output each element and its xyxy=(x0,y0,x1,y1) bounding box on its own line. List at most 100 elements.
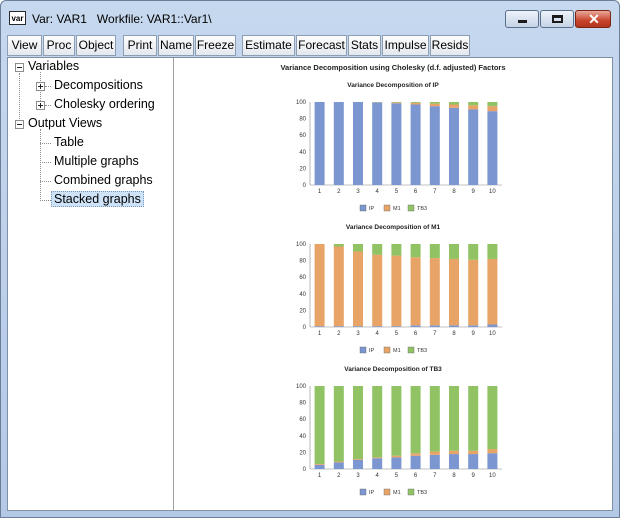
tree-connector xyxy=(40,143,51,144)
legend-label-m1: M1 xyxy=(393,490,401,496)
bar-segment-m1 xyxy=(391,455,402,458)
bar-segment-tb3 xyxy=(333,386,344,462)
tree-connector xyxy=(19,73,20,121)
legend-label-ip: IP xyxy=(369,490,375,496)
x-tick-label: 10 xyxy=(489,473,496,479)
bar-segment-tb3 xyxy=(487,244,498,259)
bar-segment-ip xyxy=(449,454,459,469)
forecast-button[interactable]: Forecast xyxy=(296,35,347,56)
estimate-button[interactable]: Estimate xyxy=(242,35,295,56)
bar-segment-ip xyxy=(468,454,479,469)
bar-segment-m1 xyxy=(468,450,479,455)
x-tick-label: 1 xyxy=(318,473,322,479)
bar-segment-m1 xyxy=(353,251,363,327)
tree-node-table[interactable]: Table xyxy=(54,135,84,149)
bar-segment-ip xyxy=(468,325,479,327)
y-tick-label: 100 xyxy=(296,384,307,390)
x-tick-label: 6 xyxy=(414,189,418,195)
bar-segment-m1 xyxy=(372,254,383,327)
bar-segment-tb3 xyxy=(449,102,459,105)
collapse-icon[interactable] xyxy=(15,120,24,129)
y-tick-label: 80 xyxy=(299,259,306,265)
bar-segment-m1 xyxy=(487,449,498,454)
bar-segment-m1 xyxy=(429,451,440,455)
bar-segment-tb3 xyxy=(333,244,344,247)
legend-swatch-ip xyxy=(359,204,367,212)
x-tick-label: 3 xyxy=(356,189,360,195)
x-tick-label: 4 xyxy=(376,189,380,195)
bar-segment-m1 xyxy=(449,104,459,108)
bar-segment-ip xyxy=(487,111,498,185)
bar-segment-tb3 xyxy=(487,386,498,450)
bar-segment-ip xyxy=(410,325,421,327)
bar-segment-m1 xyxy=(372,457,383,459)
close-button[interactable]: ✕ xyxy=(575,10,611,28)
bar-segment-ip xyxy=(449,107,459,185)
x-tick-label: 10 xyxy=(489,189,496,195)
bar-segment-m1 xyxy=(391,255,402,327)
bar-segment-tb3 xyxy=(391,244,402,256)
x-tick-label: 2 xyxy=(337,331,341,337)
collapse-icon[interactable] xyxy=(15,63,24,72)
y-tick-label: 60 xyxy=(299,275,306,281)
tree-node-decompositions[interactable]: Decompositions xyxy=(54,78,143,92)
tree-node-cholesky-ordering[interactable]: Cholesky ordering xyxy=(54,97,155,111)
bar-segment-tb3 xyxy=(487,102,498,107)
bar-segment-tb3 xyxy=(429,386,440,452)
legend-swatch-m1 xyxy=(383,488,391,496)
x-tick-label: 7 xyxy=(433,331,437,337)
legend-swatch-tb3 xyxy=(407,204,415,212)
freeze-button[interactable]: Freeze xyxy=(195,35,236,56)
bar-segment-m1 xyxy=(449,258,459,326)
view-button[interactable]: View xyxy=(7,35,42,56)
bar-segment-m1 xyxy=(487,258,498,325)
tree-node-multiple-graphs[interactable]: Multiple graphs xyxy=(54,154,139,168)
expand-icon[interactable] xyxy=(36,82,45,91)
chart-title: Variance Decomposition of TB3 xyxy=(344,366,442,373)
bar-segment-m1 xyxy=(333,461,344,463)
x-tick-label: 9 xyxy=(472,189,476,195)
tree-node-stacked-graphs[interactable]: Stacked graphs xyxy=(51,191,144,207)
y-tick-label: 60 xyxy=(299,417,306,423)
graph-main-title: Variance Decomposition using Cholesky (d… xyxy=(280,63,505,72)
object-button[interactable]: Object xyxy=(76,35,116,56)
proc-button[interactable]: Proc xyxy=(43,35,75,56)
x-tick-label: 9 xyxy=(472,331,476,337)
y-tick-label: 40 xyxy=(299,434,306,440)
stats-button[interactable]: Stats xyxy=(348,35,381,56)
impulse-button[interactable]: Impulse xyxy=(382,35,429,56)
name-button[interactable]: Name xyxy=(158,35,194,56)
bar-segment-tb3 xyxy=(314,386,325,465)
minimize-button[interactable] xyxy=(505,10,539,28)
y-tick-label: 80 xyxy=(299,117,306,123)
bar-segment-tb3 xyxy=(429,102,440,104)
tree-connector xyxy=(45,86,51,87)
x-tick-label: 7 xyxy=(433,473,437,479)
bar-segment-ip xyxy=(391,457,402,469)
x-tick-label: 3 xyxy=(356,473,360,479)
legend-swatch-ip xyxy=(359,346,367,354)
tree-node-variables[interactable]: Variables xyxy=(28,59,80,73)
bar-segment-ip xyxy=(487,324,498,327)
x-tick-label: 6 xyxy=(414,473,418,479)
bar-segment-ip xyxy=(410,104,421,185)
legend-swatch-tb3 xyxy=(407,488,415,496)
print-button[interactable]: Print xyxy=(123,35,157,56)
legend-label-ip: IP xyxy=(369,206,375,212)
maximize-button[interactable] xyxy=(540,10,574,28)
x-tick-label: 5 xyxy=(395,189,399,195)
x-tick-label: 8 xyxy=(452,189,456,195)
bar-segment-tb3 xyxy=(410,386,421,454)
bar-segment-ip xyxy=(353,326,363,327)
bar-segment-ip xyxy=(314,326,325,327)
x-tick-label: 3 xyxy=(356,331,360,337)
stacked-graphs-canvas: Variance Decomposition using Cholesky (d… xyxy=(280,63,505,496)
tree-node-output-views[interactable]: Output Views xyxy=(28,116,103,130)
resids-button[interactable]: Resids xyxy=(430,35,470,56)
tree-node-combined-graphs[interactable]: Combined graphs xyxy=(54,173,153,187)
expand-icon[interactable] xyxy=(36,101,45,110)
x-tick-label: 9 xyxy=(472,473,476,479)
title-bar[interactable]: var Var: VAR1 Workfile: VAR1::Var1\ ✕ xyxy=(1,1,619,35)
legend-label-ip: IP xyxy=(369,348,375,354)
bar-segment-m1 xyxy=(410,257,421,326)
